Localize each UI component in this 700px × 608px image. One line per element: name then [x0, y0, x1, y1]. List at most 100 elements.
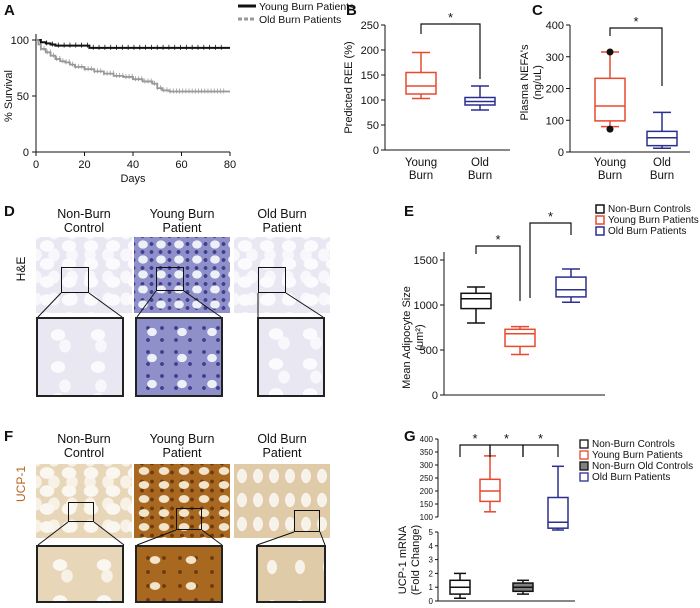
box-iqr: [555, 276, 587, 298]
y-tick-label: 4: [429, 542, 434, 551]
x-tick-label: 40: [127, 159, 139, 171]
legend-label: Old Burn Patients: [259, 14, 341, 26]
bracket-line: [522, 444, 559, 457]
box-iqr: [594, 77, 626, 122]
y-tick-label: 0: [429, 597, 434, 606]
y-tick-label: 200: [361, 45, 379, 57]
significance-bracket-2: *: [489, 431, 524, 457]
box-nonburn-old: [512, 579, 534, 595]
x-tick-label: 0: [33, 159, 39, 171]
box-old-burn: [547, 465, 569, 531]
legend-swatch: [595, 226, 605, 236]
box-iqr: [460, 292, 492, 310]
box-iqr: [405, 71, 437, 95]
category-label: Old Burn: [650, 157, 674, 182]
legend-label: Old Burn Patients: [592, 472, 670, 483]
significance-star: *: [504, 431, 509, 446]
panel-label-c: C: [532, 2, 543, 19]
ucp1-mrna-boxplot: 100 150 200 250 300 350 400 0 1 2 3 4 5 UCP-1 mRNA(Fo…: [397, 431, 693, 606]
box-nonburn: [449, 572, 471, 599]
significance-bracket-3: *: [522, 431, 559, 457]
box-young-burn: [504, 325, 536, 356]
box-old-burn: [464, 85, 496, 111]
box-shape: [512, 579, 534, 595]
censor-marks-young: [40, 39, 222, 50]
legend-swatch: [579, 450, 589, 460]
ucp1-young-zoom: [135, 545, 223, 603]
y-tick-label: 100: [11, 35, 29, 47]
y-tick-label: 1500: [414, 255, 438, 267]
y-tick-label: 3: [429, 556, 434, 565]
outlier-point: [606, 48, 614, 56]
box-iqr: [504, 328, 536, 348]
zoom-box: [61, 267, 89, 293]
bracket-line: [609, 27, 663, 86]
panel-label-d: D: [4, 203, 15, 220]
y-tick-label: 100: [420, 513, 434, 522]
column-title-young-f: Young Burn Patient: [149, 432, 215, 460]
y-tick-label: 150: [420, 500, 434, 509]
significance-star: *: [548, 209, 553, 224]
significance-star: *: [472, 431, 477, 446]
x-axis-label: Days: [120, 173, 146, 185]
he-nonburn-image: [36, 237, 132, 313]
legend-label: Old Burn Patients: [608, 226, 686, 237]
adipocyte-boxplot: 0 500 1000 1500 Mean Adipocyte Size(um²) * * No…: [401, 204, 699, 402]
bracket-line: [529, 222, 572, 298]
significance-star: *: [538, 431, 543, 446]
legend-label: Young Burn Patients: [592, 450, 683, 461]
legend-swatch: [595, 204, 605, 214]
legend-swatch: [595, 215, 605, 225]
legend-swatch: [579, 461, 589, 471]
x-tick-label: 20: [78, 159, 90, 171]
he-old-image: [234, 237, 330, 313]
y-tick-label: 400: [546, 20, 564, 32]
panel-label-a: A: [4, 2, 15, 19]
category-label: Young Burn: [405, 157, 437, 182]
significance-bracket: *: [420, 10, 481, 79]
y-axis-label: UCP-1 mRNA(Fold Change): [397, 525, 422, 595]
legend-label: Young Burn Patients: [259, 1, 354, 13]
ree-boxplot: 0 50 100 150 200 250 Predicted REE (%) Young Bur…: [343, 10, 510, 182]
panel-label-b: B: [346, 2, 357, 19]
y-tick-label: 0: [558, 147, 564, 159]
y-tick-label: 400: [420, 435, 434, 444]
ucp1-young-image: [134, 464, 230, 538]
significance-star: *: [633, 14, 638, 29]
zoom-lines-f: [37, 521, 326, 546]
zoom-box: [68, 502, 94, 522]
column-title-nonburn-d: Non-Burn Control: [57, 207, 111, 235]
column-title-old-f: Old Burn Patient: [257, 432, 307, 460]
censor-marks-old: [40, 45, 225, 94]
box-young-burn: [594, 48, 626, 133]
y-tick-label: 0: [23, 147, 29, 159]
box-young-burn: [405, 51, 437, 100]
y-tick-label: 1: [429, 583, 434, 592]
y-axis-label: Mean Adipocyte Size(um²): [401, 286, 426, 389]
column-title-young-d: Young Burn Patient: [149, 207, 215, 235]
legend-swatch: [579, 439, 589, 449]
y-tick-label: 5: [429, 528, 434, 537]
ucp1-old-image: [234, 464, 330, 538]
zoom-box: [258, 267, 286, 293]
y-tick-label: 1000: [414, 300, 438, 312]
significance-bracket: *: [609, 14, 663, 86]
ucp1-nonburn-zoom: [36, 545, 124, 603]
column-title-nonburn-f: Non-Burn Control: [57, 432, 111, 460]
box-young-burn: [479, 455, 501, 513]
y-axis-label: Predicted REE (%): [343, 41, 355, 133]
panel-label-e: E: [404, 203, 415, 220]
legend-label: Young Burn Patients: [608, 215, 699, 226]
y-tick-label: 100: [546, 115, 564, 127]
box-nonburn: [460, 286, 492, 324]
y-tick-label: 0: [373, 145, 379, 157]
he-nonburn-zoom: [36, 317, 124, 397]
bracket-line: [420, 23, 481, 79]
significance-star: *: [448, 10, 453, 25]
ucp1-nonburn-image: [36, 464, 132, 538]
y-tick-label: 150: [361, 70, 379, 82]
legend-swatch: [579, 472, 589, 482]
y-axis-label: % Survival: [3, 70, 15, 122]
